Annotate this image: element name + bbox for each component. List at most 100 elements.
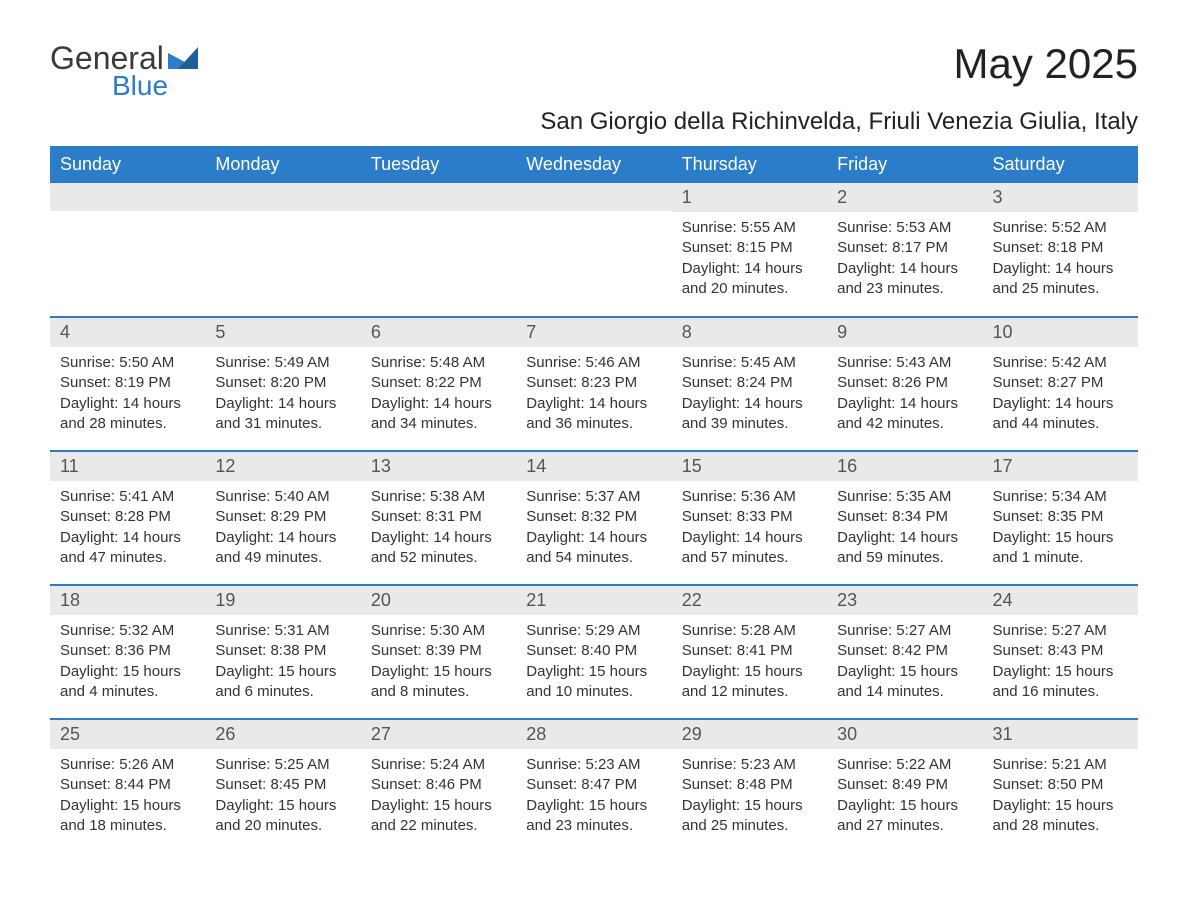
sunset-text: Sunset: 8:38 PM bbox=[215, 641, 350, 661]
sunrise-text: Sunrise: 5:22 AM bbox=[837, 755, 972, 775]
daylight-text: Daylight: 15 hours and 18 minutes. bbox=[60, 796, 195, 837]
calendar-cell: 24Sunrise: 5:27 AMSunset: 8:43 PMDayligh… bbox=[983, 585, 1138, 719]
col-tuesday: Tuesday bbox=[361, 146, 516, 183]
sunrise-text: Sunrise: 5:27 AM bbox=[993, 621, 1128, 641]
sunrise-text: Sunrise: 5:40 AM bbox=[215, 487, 350, 507]
daylight-text: Daylight: 14 hours and 23 minutes. bbox=[837, 259, 972, 300]
calendar-row: 4Sunrise: 5:50 AMSunset: 8:19 PMDaylight… bbox=[50, 317, 1138, 451]
logo-text-blue: Blue bbox=[112, 70, 1188, 102]
sunrise-text: Sunrise: 5:28 AM bbox=[682, 621, 817, 641]
day-number: 11 bbox=[50, 452, 205, 481]
sunset-text: Sunset: 8:33 PM bbox=[682, 507, 817, 527]
calendar-cell: 5Sunrise: 5:49 AMSunset: 8:20 PMDaylight… bbox=[205, 317, 360, 451]
sunrise-text: Sunrise: 5:38 AM bbox=[371, 487, 506, 507]
day-body: Sunrise: 5:38 AMSunset: 8:31 PMDaylight:… bbox=[361, 481, 516, 574]
day-number-empty bbox=[516, 183, 671, 211]
day-body: Sunrise: 5:26 AMSunset: 8:44 PMDaylight:… bbox=[50, 749, 205, 842]
sunset-text: Sunset: 8:29 PM bbox=[215, 507, 350, 527]
sunset-text: Sunset: 8:19 PM bbox=[60, 373, 195, 393]
day-number: 14 bbox=[516, 452, 671, 481]
sunrise-text: Sunrise: 5:34 AM bbox=[993, 487, 1128, 507]
daylight-text: Daylight: 14 hours and 31 minutes. bbox=[215, 394, 350, 435]
day-number: 6 bbox=[361, 318, 516, 347]
sunrise-text: Sunrise: 5:43 AM bbox=[837, 353, 972, 373]
sunrise-text: Sunrise: 5:32 AM bbox=[60, 621, 195, 641]
sunset-text: Sunset: 8:41 PM bbox=[682, 641, 817, 661]
sunset-text: Sunset: 8:40 PM bbox=[526, 641, 661, 661]
day-body: Sunrise: 5:50 AMSunset: 8:19 PMDaylight:… bbox=[50, 347, 205, 440]
sunrise-text: Sunrise: 5:31 AM bbox=[215, 621, 350, 641]
calendar-cell: 7Sunrise: 5:46 AMSunset: 8:23 PMDaylight… bbox=[516, 317, 671, 451]
day-body: Sunrise: 5:42 AMSunset: 8:27 PMDaylight:… bbox=[983, 347, 1138, 440]
calendar-cell: 19 Sunrise: 5:31 AMSunset: 8:38 PMDayligh… bbox=[205, 585, 360, 719]
day-body: Sunrise: 5:22 AMSunset: 8:49 PMDaylight:… bbox=[827, 749, 982, 842]
day-body: Sunrise: 5:34 AMSunset: 8:35 PMDaylight:… bbox=[983, 481, 1138, 574]
sunrise-text: Sunrise: 5:53 AM bbox=[837, 218, 972, 238]
calendar-cell bbox=[50, 183, 205, 317]
day-body: Sunrise: 5:45 AMSunset: 8:24 PMDaylight:… bbox=[672, 347, 827, 440]
daylight-text: Daylight: 15 hours and 6 minutes. bbox=[215, 662, 350, 703]
sunset-text: Sunset: 8:50 PM bbox=[993, 775, 1128, 795]
day-body: Sunrise: 5:41 AMSunset: 8:28 PMDaylight:… bbox=[50, 481, 205, 574]
day-number: 3 bbox=[983, 183, 1138, 212]
day-number: 8 bbox=[672, 318, 827, 347]
sunset-text: Sunset: 8:22 PM bbox=[371, 373, 506, 393]
calendar-cell: 2Sunrise: 5:53 AMSunset: 8:17 PMDaylight… bbox=[827, 183, 982, 317]
col-monday: Monday bbox=[205, 146, 360, 183]
calendar-cell: 4Sunrise: 5:50 AMSunset: 8:19 PMDaylight… bbox=[50, 317, 205, 451]
calendar-cell: 28Sunrise: 5:23 AMSunset: 8:47 PMDayligh… bbox=[516, 719, 671, 853]
calendar-cell: 22Sunrise: 5:28 AMSunset: 8:41 PMDayligh… bbox=[672, 585, 827, 719]
day-number: 23 bbox=[827, 586, 982, 615]
daylight-text: Daylight: 15 hours and 10 minutes. bbox=[526, 662, 661, 703]
day-number: 25 bbox=[50, 720, 205, 749]
day-number: 9 bbox=[827, 318, 982, 347]
day-number: 21 bbox=[516, 586, 671, 615]
day-number: 28 bbox=[516, 720, 671, 749]
daylight-text: Daylight: 14 hours and 42 minutes. bbox=[837, 394, 972, 435]
sunset-text: Sunset: 8:47 PM bbox=[526, 775, 661, 795]
sunset-text: Sunset: 8:43 PM bbox=[993, 641, 1128, 661]
calendar-cell: 12Sunrise: 5:40 AMSunset: 8:29 PMDayligh… bbox=[205, 451, 360, 585]
calendar-cell: 3Sunrise: 5:52 AMSunset: 8:18 PMDaylight… bbox=[983, 183, 1138, 317]
day-body: Sunrise: 5:23 AMSunset: 8:48 PMDaylight:… bbox=[672, 749, 827, 842]
daylight-text: Daylight: 15 hours and 27 minutes. bbox=[837, 796, 972, 837]
day-number: 19 bbox=[205, 586, 360, 615]
sunrise-text: Sunrise: 5:29 AM bbox=[526, 621, 661, 641]
col-sunday: Sunday bbox=[50, 146, 205, 183]
calendar-cell: 1Sunrise: 5:55 AMSunset: 8:15 PMDaylight… bbox=[672, 183, 827, 317]
sunrise-text: Sunrise: 5:27 AM bbox=[837, 621, 972, 641]
daylight-text: Daylight: 14 hours and 52 minutes. bbox=[371, 528, 506, 569]
day-number-empty bbox=[205, 183, 360, 211]
daylight-text: Daylight: 15 hours and 8 minutes. bbox=[371, 662, 506, 703]
day-body: Sunrise: 5:24 AMSunset: 8:46 PMDaylight:… bbox=[361, 749, 516, 842]
calendar-row: 18Sunrise: 5:32 AMSunset: 8:36 PMDayligh… bbox=[50, 585, 1138, 719]
daylight-text: Daylight: 14 hours and 57 minutes. bbox=[682, 528, 817, 569]
calendar-cell: 17Sunrise: 5:34 AMSunset: 8:35 PMDayligh… bbox=[983, 451, 1138, 585]
day-body: Sunrise: 5:37 AMSunset: 8:32 PMDaylight:… bbox=[516, 481, 671, 574]
sunset-text: Sunset: 8:24 PM bbox=[682, 373, 817, 393]
daylight-text: Daylight: 14 hours and 36 minutes. bbox=[526, 394, 661, 435]
sunrise-text: Sunrise: 5:25 AM bbox=[215, 755, 350, 775]
day-body: Sunrise: 5:25 AMSunset: 8:45 PMDaylight:… bbox=[205, 749, 360, 842]
day-number: 17 bbox=[983, 452, 1138, 481]
sunrise-text: Sunrise: 5:48 AM bbox=[371, 353, 506, 373]
day-number: 10 bbox=[983, 318, 1138, 347]
daylight-text: Daylight: 15 hours and 14 minutes. bbox=[837, 662, 972, 703]
calendar-cell: 14Sunrise: 5:37 AMSunset: 8:32 PMDayligh… bbox=[516, 451, 671, 585]
daylight-text: Daylight: 15 hours and 28 minutes. bbox=[993, 796, 1128, 837]
calendar-cell: 15Sunrise: 5:36 AMSunset: 8:33 PMDayligh… bbox=[672, 451, 827, 585]
daylight-text: Daylight: 14 hours and 47 minutes. bbox=[60, 528, 195, 569]
sunset-text: Sunset: 8:35 PM bbox=[993, 507, 1128, 527]
daylight-text: Daylight: 15 hours and 25 minutes. bbox=[682, 796, 817, 837]
sunrise-text: Sunrise: 5:41 AM bbox=[60, 487, 195, 507]
sunset-text: Sunset: 8:49 PM bbox=[837, 775, 972, 795]
day-body: Sunrise: 5:21 AMSunset: 8:50 PMDaylight:… bbox=[983, 749, 1138, 842]
sunrise-text: Sunrise: 5:42 AM bbox=[993, 353, 1128, 373]
calendar-cell: 13Sunrise: 5:38 AMSunset: 8:31 PMDayligh… bbox=[361, 451, 516, 585]
calendar-cell: 6Sunrise: 5:48 AMSunset: 8:22 PMDaylight… bbox=[361, 317, 516, 451]
day-number: 22 bbox=[672, 586, 827, 615]
day-body: Sunrise: 5:52 AMSunset: 8:18 PMDaylight:… bbox=[983, 212, 1138, 305]
calendar-cell: 31Sunrise: 5:21 AMSunset: 8:50 PMDayligh… bbox=[983, 719, 1138, 853]
calendar-cell: 25Sunrise: 5:26 AMSunset: 8:44 PMDayligh… bbox=[50, 719, 205, 853]
calendar-cell: 11Sunrise: 5:41 AMSunset: 8:28 PMDayligh… bbox=[50, 451, 205, 585]
